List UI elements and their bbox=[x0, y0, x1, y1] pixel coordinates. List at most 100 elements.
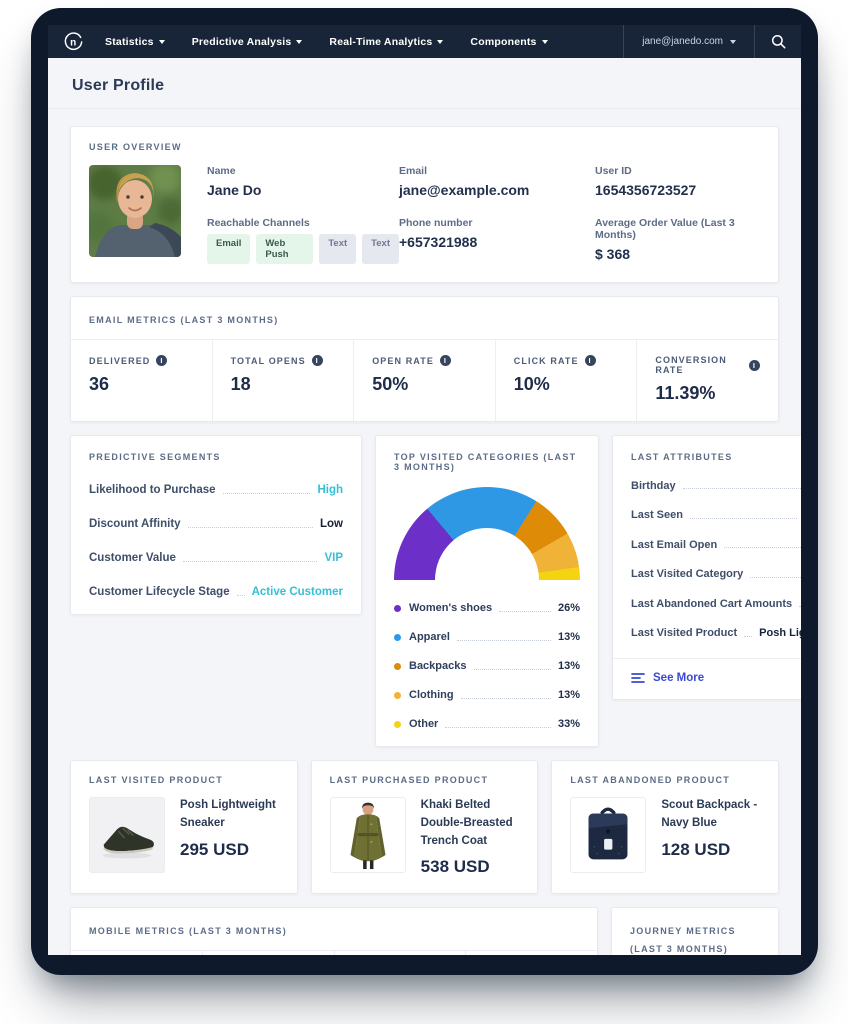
card-title: JOURNEY METRICS (LAST 3 MONTHS) bbox=[630, 926, 736, 955]
metric-total-opens: TOTAL OPENS i 18 bbox=[211, 340, 354, 421]
user-id: 1654356723527 bbox=[595, 182, 697, 198]
legend-row: Women's shoes 26% bbox=[394, 602, 580, 614]
metric-conversion-rate: CONVERSION RATE i 11.39% bbox=[636, 340, 778, 421]
metric-label-text: DELIVERED bbox=[89, 355, 151, 366]
legend-value: 26% bbox=[557, 602, 580, 614]
attribute-row: Last Abandoned Cart Amounts $295 bbox=[631, 598, 801, 610]
info-icon[interactable]: i bbox=[311, 355, 323, 366]
field-label: Email bbox=[399, 165, 428, 177]
trench-coat-image bbox=[329, 797, 406, 873]
legend-label: Apparel bbox=[409, 631, 450, 643]
card-title: LAST ABANDONED PRODUCT bbox=[570, 775, 731, 785]
user-phone: +657321988 bbox=[399, 234, 478, 250]
card-title-row: MOBILE METRICS (LAST 3 MONTHS) bbox=[71, 908, 597, 952]
page-header: User Profile bbox=[48, 58, 801, 109]
metric-value: 50% bbox=[372, 374, 409, 394]
metric-label: OPEN RATE i bbox=[372, 355, 477, 366]
segment-label: Discount Affinity bbox=[89, 518, 181, 530]
search-button[interactable] bbox=[755, 25, 801, 58]
info-icon[interactable]: i bbox=[439, 355, 451, 366]
user-overview-col-2: Email jane@example.com Phone number +657… bbox=[399, 165, 595, 264]
user-overview-body: Name Jane Do Reachable Channels Email We… bbox=[89, 165, 760, 264]
channel-badge-web-push: Web Push bbox=[256, 234, 314, 264]
card-title: LAST PURCHASED PRODUCT bbox=[329, 775, 489, 785]
metric-label-text: TOTAL OPENS bbox=[230, 355, 306, 366]
insider-logo-icon[interactable]: n bbox=[63, 31, 84, 52]
page-title: User Profile bbox=[72, 77, 165, 94]
legend-value: 13% bbox=[557, 631, 580, 643]
metric-value: 10% bbox=[513, 374, 550, 394]
card-title: PREDICTIVE SEGMENTS bbox=[89, 452, 221, 462]
nav-item-real-time-analytics[interactable]: Real-Time Analytics bbox=[329, 36, 444, 48]
nav-item-label: Statistics bbox=[105, 35, 154, 48]
field-label: Name bbox=[207, 165, 236, 177]
email-metrics-card: EMAIL METRICS (LAST 3 MONTHS) DELIVERED … bbox=[70, 296, 779, 422]
metric-label: CLICK RATE i bbox=[514, 355, 619, 366]
chevron-down-icon bbox=[296, 40, 303, 44]
field-label: Phone number bbox=[399, 217, 473, 229]
card-title: LAST ATTRIBUTES bbox=[631, 452, 733, 462]
info-icon[interactable]: i bbox=[748, 359, 760, 371]
nav-left: n Statistics Predictive Analysis Real-Ti… bbox=[48, 25, 575, 58]
attribute-row: Birthday 23/10/1991 bbox=[631, 480, 801, 492]
metric-inapp-from-push: INAPP FROM PUSH 5 bbox=[465, 951, 597, 955]
segment-label: Customer Value bbox=[89, 552, 176, 564]
top-navbar: n Statistics Predictive Analysis Real-Ti… bbox=[48, 25, 801, 58]
legend-row: Other 33% bbox=[394, 718, 580, 730]
product-body: Khaki Belted Double-Breasted Trench Coat… bbox=[329, 797, 520, 877]
channel-badge-email: Email bbox=[207, 234, 251, 264]
sneaker-image bbox=[89, 797, 165, 873]
info-icon[interactable]: i bbox=[584, 355, 596, 366]
product-info: Posh Lightweight Sneaker 295 USD bbox=[180, 797, 279, 860]
info-icon[interactable]: i bbox=[156, 355, 168, 366]
dotted-leader bbox=[236, 594, 245, 596]
nav-item-components[interactable]: Components bbox=[470, 36, 548, 48]
dotted-leader bbox=[682, 488, 801, 489]
product-name: Khaki Belted Double-Breasted Trench Coat bbox=[420, 799, 513, 847]
dotted-leader bbox=[799, 606, 801, 607]
segment-row: Discount Affinity Low bbox=[89, 518, 343, 530]
nav-item-predictive-analysis[interactable]: Predictive Analysis bbox=[192, 36, 303, 48]
chevron-down-icon bbox=[541, 40, 548, 44]
segment-row: Likelihood to Purchase High bbox=[89, 484, 343, 496]
user-overview-col-1: Name Jane Do Reachable Channels Email We… bbox=[207, 165, 399, 264]
user-overview-col-3: User ID 1654356723527 Average Order Valu… bbox=[595, 165, 760, 264]
legend-label: Clothing bbox=[409, 689, 454, 701]
last-attributes-card: LAST ATTRIBUTES Birthday 23/10/1991 Last… bbox=[612, 435, 801, 700]
nav-right: jane@janedo.com bbox=[623, 25, 801, 58]
mobile-metrics-row: APP OPENED 6 PUSH OPENED 14 bbox=[71, 951, 597, 955]
attribute-label: Last Abandoned Cart Amounts bbox=[631, 597, 793, 610]
top-categories-card: TOP VISITED CATEGORIES (LAST 3 MONTHS) W… bbox=[375, 435, 599, 747]
attribute-value: Posh Lightweight Sneaker bbox=[759, 627, 801, 639]
product-name: Scout Backpack - Navy Blue bbox=[661, 799, 758, 829]
segment-value: Low bbox=[320, 518, 343, 530]
metric-value: 36 bbox=[89, 374, 110, 394]
attribute-label: Last Visited Product bbox=[631, 627, 738, 639]
attribute-label: Last Visited Category bbox=[631, 568, 744, 580]
page-content: User Profile USER OVERVIEW bbox=[48, 58, 801, 955]
nav-item-statistics[interactable]: Statistics bbox=[105, 36, 165, 48]
see-more-link[interactable]: See More bbox=[613, 658, 801, 699]
average-order-value: $ 368 bbox=[595, 246, 631, 262]
attribute-row: Last Email Open New Collection bbox=[631, 539, 801, 551]
channel-badge-text-1: Text bbox=[319, 234, 357, 264]
dotted-leader bbox=[182, 560, 318, 562]
dotted-leader bbox=[744, 635, 753, 637]
nav-item-label: Predictive Analysis bbox=[191, 35, 292, 48]
metric-label: DELIVERED i bbox=[89, 355, 194, 366]
field-label: Average Order Value (Last 3 Months) bbox=[595, 217, 735, 241]
product-name: Posh Lightweight Sneaker bbox=[180, 799, 276, 829]
dotted-leader bbox=[456, 639, 551, 641]
account-menu[interactable]: jane@janedo.com bbox=[624, 25, 754, 58]
mobile-metrics-card: MOBILE METRICS (LAST 3 MONTHS) APP OPENE… bbox=[70, 907, 598, 955]
gauge-wrap bbox=[394, 472, 580, 585]
aov-field: Average Order Value (Last 3 Months) $ 36… bbox=[595, 217, 760, 262]
attribute-label: Last Seen bbox=[631, 509, 683, 521]
legend-value: 33% bbox=[557, 718, 580, 730]
products-row: LAST VISITED PRODUCT bbox=[70, 760, 779, 895]
search-icon bbox=[771, 34, 785, 49]
legend-row: Apparel 13% bbox=[394, 631, 580, 643]
attribute-row: Last Visited Category Women's Shoes bbox=[631, 568, 801, 580]
chevron-down-icon bbox=[437, 40, 444, 44]
legend-dot bbox=[394, 633, 401, 641]
